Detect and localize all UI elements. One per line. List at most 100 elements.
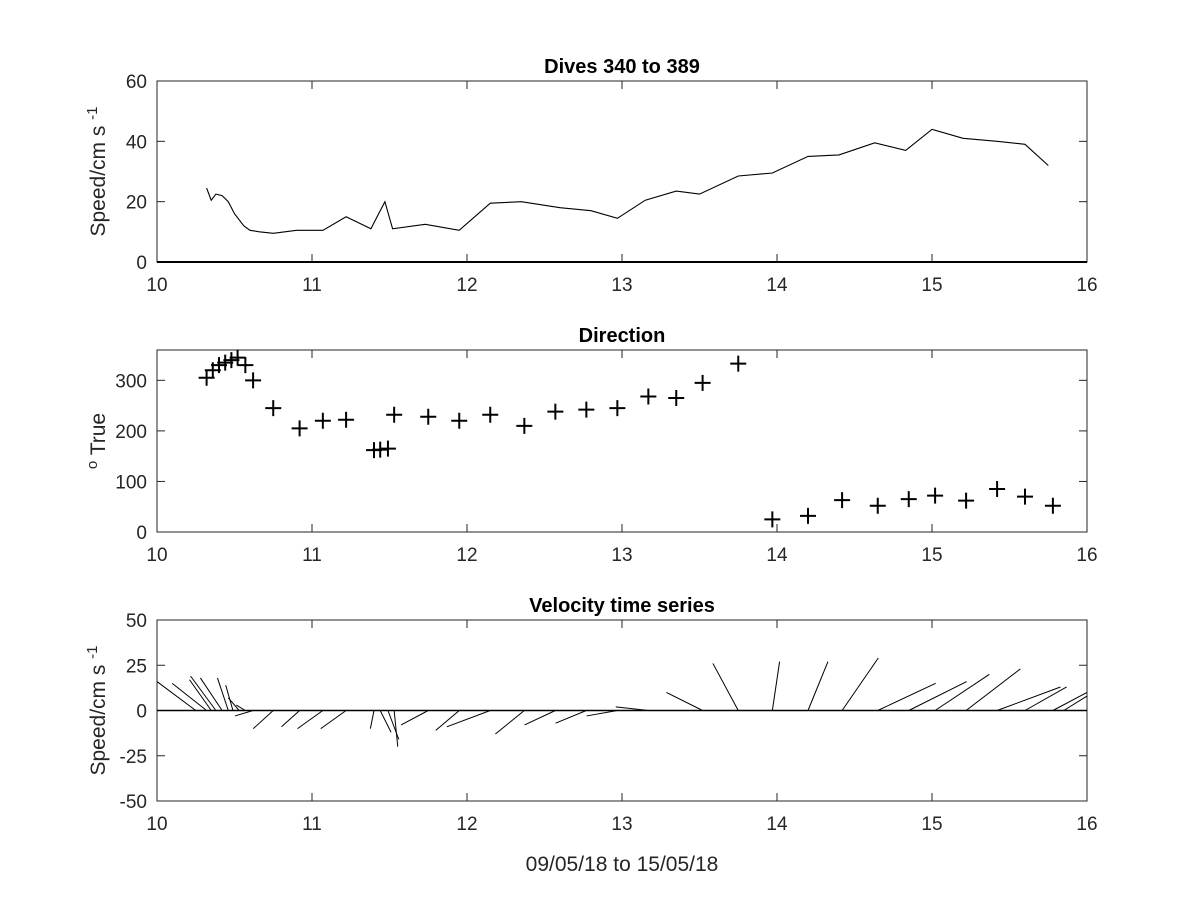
panel-3-ytick-label: 25 — [126, 656, 147, 677]
panel-3-velocity-stick — [712, 663, 739, 711]
panel-2-direction-point — [834, 492, 851, 509]
panel-3-velocity-stick — [199, 677, 223, 711]
panel-3-ytick-label: 0 — [136, 702, 147, 723]
panel-2-direction-point — [386, 406, 403, 423]
panel-2-xtick-label: 10 — [146, 545, 167, 566]
panel-3-velocity-stick — [171, 682, 207, 711]
panel-2-xtick-label: 16 — [1076, 545, 1097, 566]
panel-1-xtick-label: 13 — [611, 275, 632, 296]
panel-3-velocity-stick — [446, 710, 491, 728]
panel-2-direction-point — [379, 440, 396, 457]
panel-2-direction-point — [291, 420, 308, 437]
panel-2-ytick-label: 200 — [115, 422, 147, 443]
panel-3-velocity-stick — [841, 657, 879, 711]
panel-2-direction-point — [245, 372, 262, 389]
panel-3-velocity-stick — [877, 682, 936, 711]
panel-1-xtick-label: 14 — [766, 275, 788, 296]
panel-2-direction-point — [482, 406, 499, 423]
panel-2-direction-point — [1017, 488, 1033, 505]
panel-3-velocity-stick — [225, 685, 234, 711]
panel-3-xtick-label: 13 — [611, 814, 632, 835]
panel-1-ylabel: Speed/cm s -1 — [84, 106, 111, 236]
panel-1-ytick-label: 60 — [126, 72, 147, 93]
panel-3-velocity-stick — [965, 668, 1021, 711]
panel-3-xtick-label: 16 — [1076, 814, 1097, 835]
panel-2-direction-point — [1044, 497, 1061, 514]
panel-2-direction-point — [989, 481, 1006, 498]
panel-2-direction-point — [578, 401, 595, 418]
panel-2-direction-point — [265, 400, 282, 417]
panel-2-xtick-label: 13 — [611, 545, 632, 566]
panel-1-ytick-label: 20 — [126, 193, 147, 214]
panel-2-direction-point — [609, 400, 626, 417]
panel-3-xlabel: 09/05/18 to 15/05/18 — [526, 853, 719, 876]
panel-1-xtick-label: 16 — [1076, 275, 1097, 296]
panel-3-ytick-label: -50 — [120, 792, 147, 813]
panel-2-direction-point — [640, 388, 657, 405]
panel-2-direction-point — [958, 492, 975, 509]
panel-2-title: Direction — [579, 325, 666, 347]
panel-2-direction-point — [451, 412, 468, 429]
panel-3-velocity-stick — [281, 710, 300, 728]
panel-2-direction-point — [420, 408, 437, 425]
panel-3-velocity-stick — [666, 691, 703, 711]
panel-3-velocity-stick — [320, 710, 347, 730]
panel-2-direction-point — [730, 355, 747, 372]
panel-2-direction-point — [900, 491, 917, 508]
panel-3-velocity-stick — [297, 710, 324, 730]
panel-2-xtick-label: 15 — [921, 545, 942, 566]
panel-2-ytick-label: 0 — [136, 523, 147, 544]
panel-3-velocity-stick — [234, 710, 254, 717]
panel-2-direction-point — [869, 497, 886, 514]
panel-1-speed-series-line — [206, 128, 1049, 234]
panel-1-xtick-label: 12 — [456, 275, 477, 296]
panel-3-velocity-stick — [524, 710, 556, 726]
panel-1-title: Dives 340 to 389 — [544, 56, 700, 78]
panel-2-xtick-label: 14 — [766, 545, 788, 566]
panel-3-velocity-stick — [996, 686, 1061, 711]
panel-2-direction-point — [372, 441, 389, 458]
panel-3-ylabel: Speed/cm s -1 — [84, 645, 111, 775]
panel-3-velocity-stick — [216, 677, 229, 711]
panel-2-ytick-label: 100 — [115, 472, 147, 493]
panel-3-velocity-stick — [495, 710, 525, 735]
panel-3-velocity-stick — [190, 675, 217, 711]
panel-2-direction-point — [927, 487, 944, 504]
panel-3-velocity-stick — [369, 710, 375, 729]
panel-1-ytick-label: 0 — [136, 253, 147, 274]
panel-3-velocity-stick — [400, 710, 429, 726]
panel-2-xtick-label: 11 — [302, 545, 322, 566]
panel-3-velocity-stick — [236, 704, 246, 711]
panel-3-title: Velocity time series — [529, 595, 715, 617]
panel-2-direction-point — [764, 511, 781, 528]
panel-2-ylabel: o True — [84, 413, 111, 469]
panel-3-xtick-label: 12 — [456, 814, 477, 835]
panel-3-velocity-stick — [1052, 691, 1088, 711]
panel-3-velocity-stick — [1063, 695, 1088, 711]
panel-2-ytick-label: 300 — [115, 371, 147, 392]
panel-3-ytick-label: 50 — [126, 611, 147, 632]
panel-2-direction-point — [516, 417, 533, 434]
panel-3-velocity-stick — [156, 681, 197, 711]
panel-3-xtick-label: 15 — [921, 814, 942, 835]
panel-3-velocity-stick — [189, 679, 212, 711]
panel-3-velocity-stick — [379, 710, 392, 733]
panel-3-xtick-label: 14 — [766, 814, 788, 835]
panel-1-xtick-label: 10 — [146, 275, 167, 296]
panel-3-velocity-stick — [586, 710, 618, 717]
panel-2-xtick-label: 12 — [456, 545, 477, 566]
panel-3-velocity-stick — [227, 697, 240, 711]
panel-2-direction-point — [668, 390, 685, 407]
panel-3-velocity-stick — [615, 706, 649, 711]
panel-3-velocity-stick — [1024, 686, 1067, 711]
panel-2-direction-point — [338, 411, 355, 428]
panel-2-direction-point — [694, 374, 711, 391]
panel-3-velocity-stick — [807, 661, 829, 711]
panel-1-xtick-label: 15 — [921, 275, 942, 296]
panel-2-direction-point — [800, 507, 816, 524]
panel-3-xtick-label: 11 — [302, 814, 322, 835]
panel-3-velocity-stick — [253, 710, 274, 729]
panel-3-ytick-label: -25 — [120, 747, 147, 768]
panel-3-velocity-stick — [555, 710, 587, 724]
